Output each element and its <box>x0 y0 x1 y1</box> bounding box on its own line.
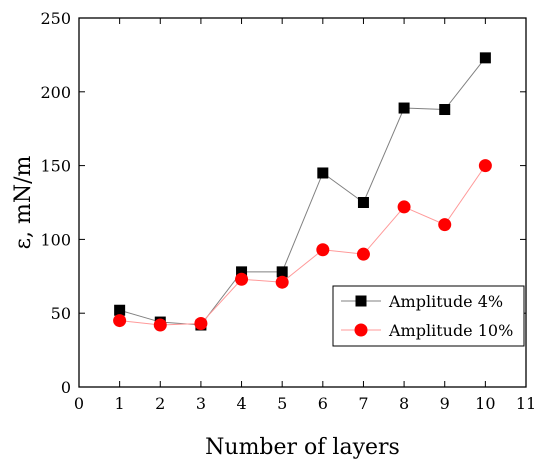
legend-marker-amplitude-10 <box>354 323 368 337</box>
y-tick-label: 0 <box>61 378 71 397</box>
x-tick-label: 6 <box>318 394 328 413</box>
data-point-series-1 <box>153 318 167 332</box>
y-tick-label: 100 <box>40 230 71 249</box>
axis-ticks: 0 1 2 3 4 5 6 7 8 9 10 11 0 50 100 150 200 250 <box>40 9 536 413</box>
data-point-series-0 <box>398 102 410 114</box>
x-tick-label: 7 <box>358 394 368 413</box>
legend-marker-shape <box>354 323 368 337</box>
x-tick-label: 1 <box>115 394 125 413</box>
legend-marker-amplitude-4 <box>355 295 367 307</box>
legend-label-amplitude-4: Amplitude 4% <box>388 292 503 311</box>
data-point-series-0 <box>357 197 369 208</box>
x-tick-label: 3 <box>196 394 206 413</box>
data-point-series-0 <box>479 52 491 64</box>
x-tick-label: 0 <box>74 394 84 413</box>
x-tick-label: 9 <box>440 394 450 413</box>
data-point-series-1 <box>397 200 411 214</box>
x-tick-label: 2 <box>155 394 165 413</box>
x-tick-label: 11 <box>516 394 536 413</box>
y-tick-label: 50 <box>51 304 71 323</box>
data-point-series-1 <box>235 272 249 286</box>
x-tick-label: 4 <box>236 394 246 413</box>
data-point-series-1 <box>275 275 289 289</box>
x-tick-label: 5 <box>277 394 287 413</box>
series-lines <box>119 57 486 326</box>
legend-label-amplitude-10: Amplitude 10% <box>388 321 513 340</box>
data-point-series-1 <box>356 247 370 261</box>
data-point-series-0 <box>276 266 288 278</box>
data-point-series-1 <box>478 159 492 173</box>
data-point-series-1 <box>316 243 330 257</box>
y-axis-label: ε, mN/m <box>11 155 36 249</box>
data-point-series-0 <box>236 266 248 278</box>
y-tick-label: 150 <box>40 157 71 176</box>
series-markers <box>113 52 492 332</box>
plot-frame <box>78 17 527 388</box>
data-point-series-0 <box>439 104 451 116</box>
legend-marker-shape <box>355 295 367 307</box>
x-tick-label: 8 <box>399 394 409 413</box>
data-point-series-0 <box>317 167 329 179</box>
series-line-1 <box>119 165 486 326</box>
data-point-series-1 <box>438 218 452 232</box>
data-point-series-0 <box>114 304 126 316</box>
series-line-0 <box>119 57 486 326</box>
x-axis-label: Number of layers <box>205 435 400 460</box>
data-point-series-1 <box>194 317 208 331</box>
y-tick-label: 200 <box>40 83 71 102</box>
y-tick-label: 250 <box>40 9 71 28</box>
legend: Amplitude 4% Amplitude 10% <box>332 285 525 347</box>
data-point-series-1 <box>113 314 127 328</box>
x-tick-label: 10 <box>475 394 495 413</box>
